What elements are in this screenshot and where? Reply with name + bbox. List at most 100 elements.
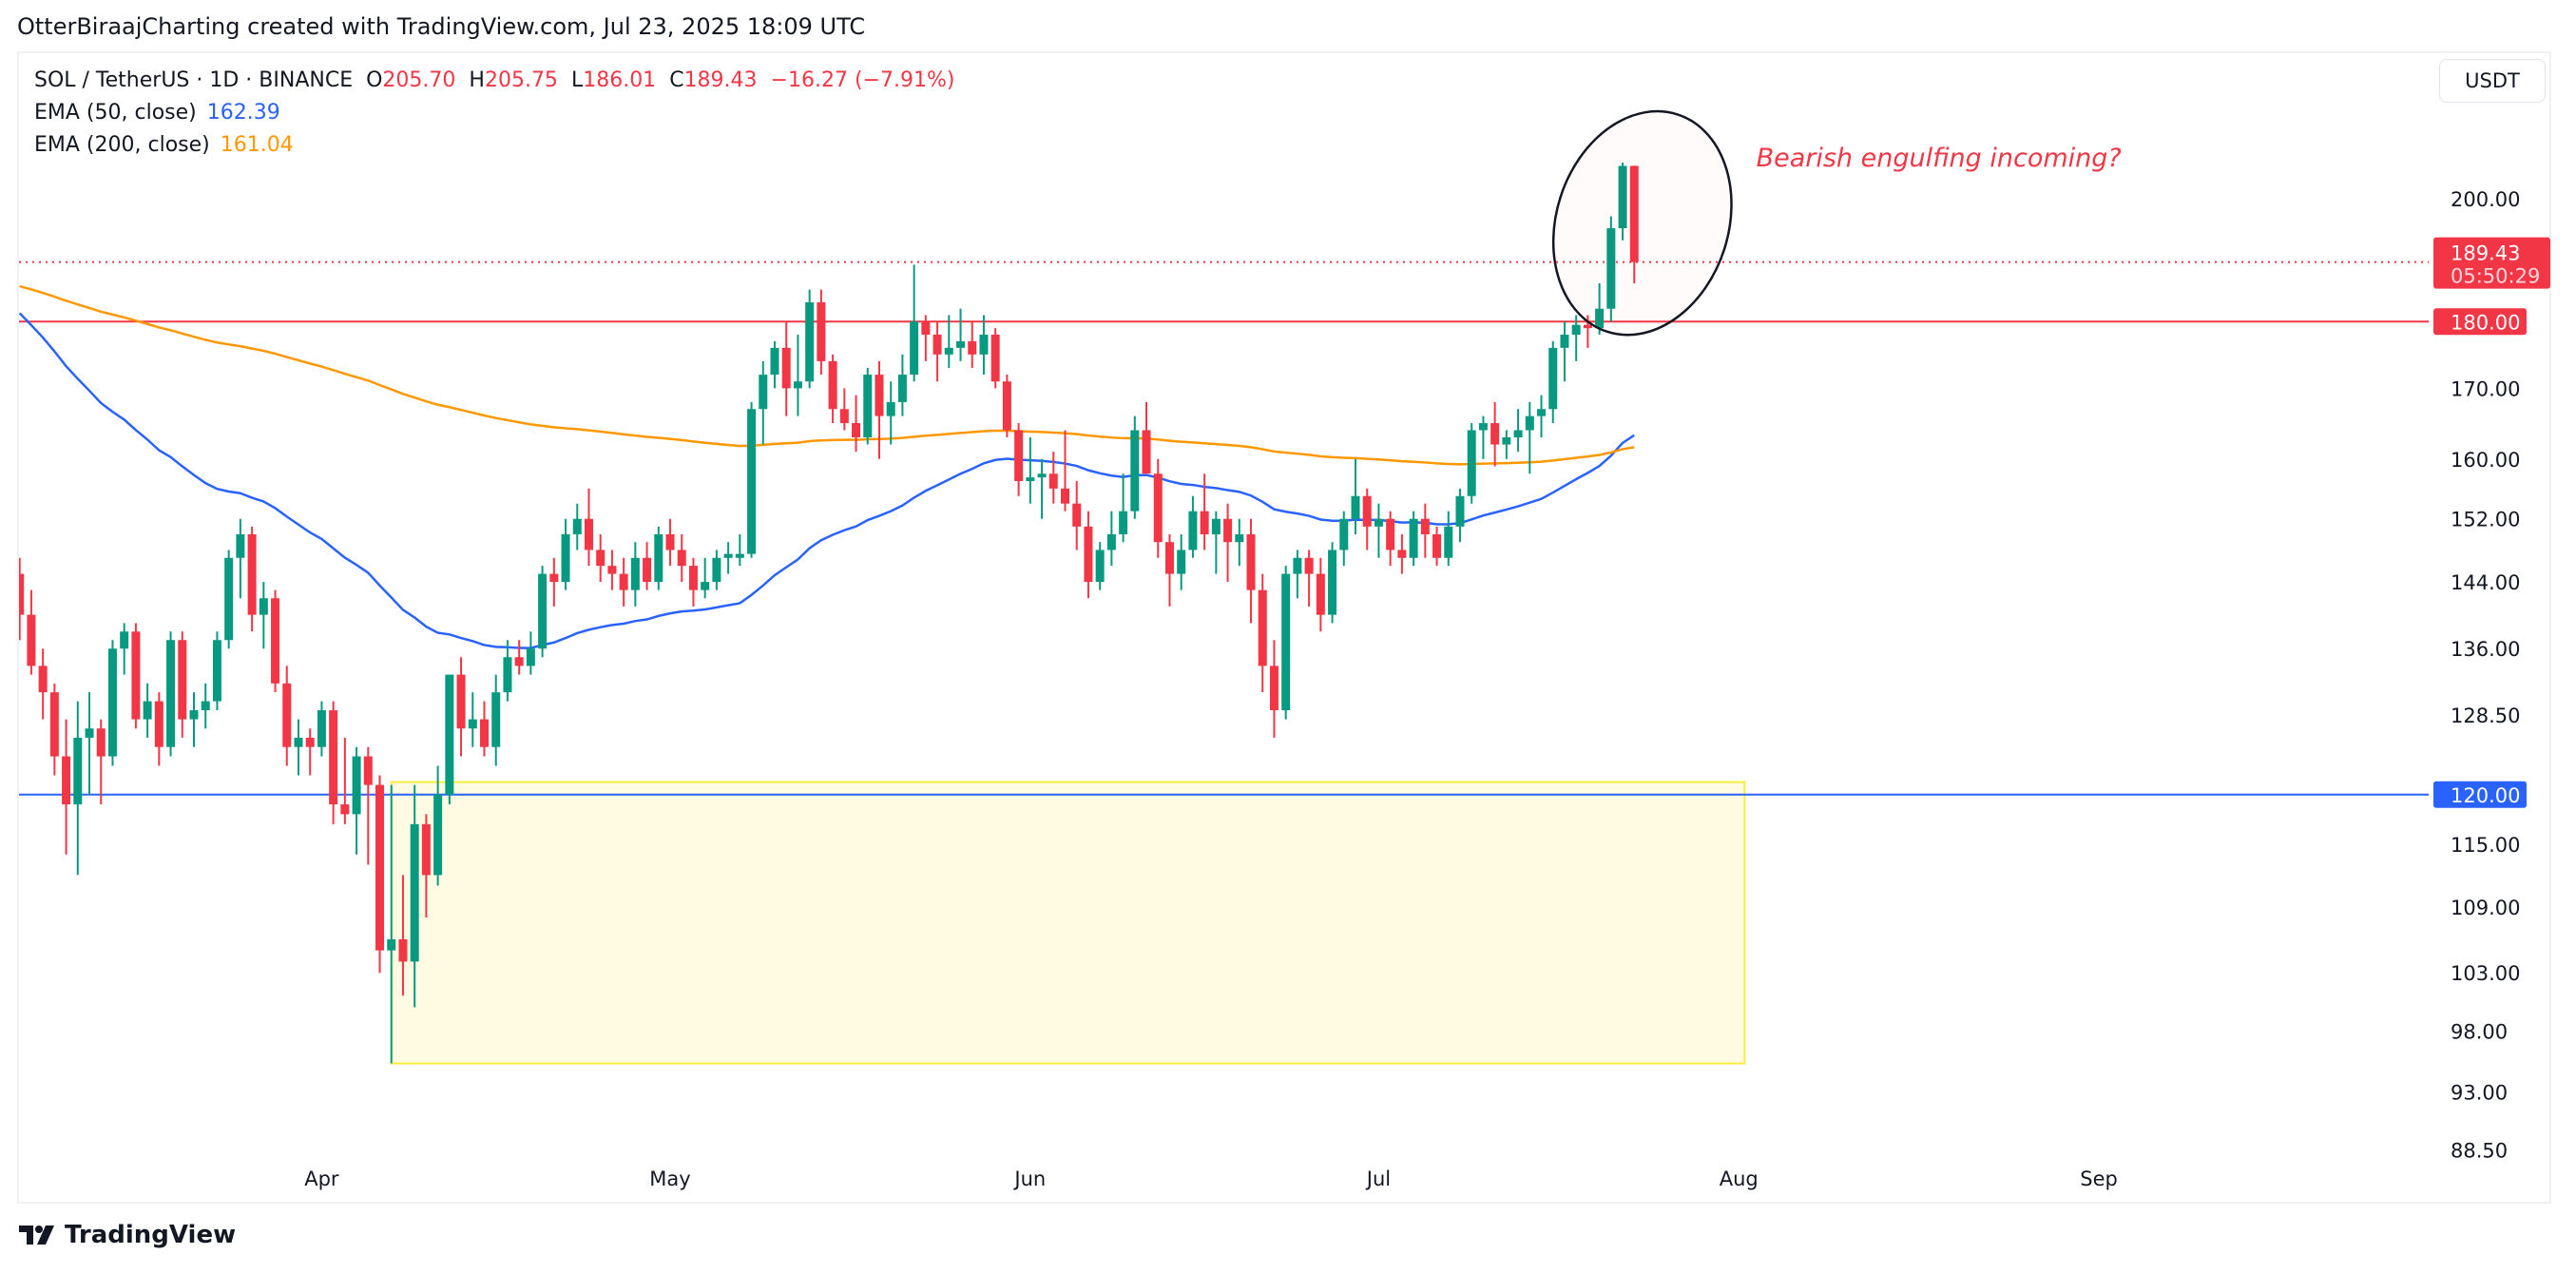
candle-body bbox=[305, 737, 315, 747]
candle-body bbox=[1304, 557, 1314, 574]
candle-body bbox=[735, 553, 744, 558]
candle-122 bbox=[1432, 526, 1442, 567]
symbol-title[interactable]: SOL / TetherUS · 1D · BINANCE bbox=[34, 68, 354, 92]
candle-body bbox=[1432, 533, 1442, 558]
candle-38 bbox=[456, 657, 466, 757]
candle-11 bbox=[143, 683, 152, 738]
candle-33 bbox=[398, 875, 408, 996]
candle-3 bbox=[49, 683, 59, 776]
candle-body bbox=[1061, 488, 1069, 504]
candle-body bbox=[979, 334, 989, 355]
candle-117 bbox=[1374, 503, 1383, 558]
candle-body bbox=[1095, 550, 1105, 583]
currency-button[interactable]: USDT bbox=[2439, 59, 2546, 103]
candle-49 bbox=[584, 488, 593, 567]
candle-body bbox=[688, 566, 698, 590]
candle-26 bbox=[317, 701, 326, 757]
candle-body bbox=[665, 533, 675, 550]
candle-body bbox=[1106, 533, 1116, 550]
candle-47 bbox=[561, 518, 570, 590]
candle-111 bbox=[1304, 550, 1314, 607]
candle-body bbox=[236, 533, 245, 558]
candle-body bbox=[630, 557, 640, 590]
ema50-label: EMA (50, close) bbox=[34, 101, 197, 125]
candle-129 bbox=[1513, 409, 1523, 453]
candle-8 bbox=[107, 640, 117, 766]
candle-body bbox=[793, 381, 802, 389]
candle-body bbox=[1223, 518, 1233, 543]
candle-67 bbox=[793, 334, 802, 416]
candle-body bbox=[677, 550, 686, 567]
candle-32 bbox=[387, 784, 396, 1064]
time-tick-Apr: Apr bbox=[304, 1168, 339, 1190]
price-tick: 98.00 bbox=[2451, 1020, 2508, 1043]
low-label: L bbox=[570, 68, 584, 92]
candle-body bbox=[387, 938, 396, 951]
candle-7 bbox=[96, 719, 106, 805]
close-value: 189.43 bbox=[683, 68, 758, 92]
candle-body bbox=[1177, 550, 1186, 574]
candle-body bbox=[596, 550, 606, 567]
candle-body bbox=[538, 573, 548, 649]
candle-body bbox=[1362, 495, 1372, 527]
candle-body bbox=[1048, 473, 1058, 489]
candle-body bbox=[27, 614, 36, 666]
candle-36 bbox=[433, 765, 443, 886]
candle-body bbox=[1560, 334, 1569, 348]
candle-94 bbox=[1106, 511, 1116, 567]
candle-5 bbox=[73, 701, 83, 876]
candle-139 bbox=[1629, 165, 1639, 283]
candle-103 bbox=[1211, 511, 1221, 574]
candle-127 bbox=[1490, 401, 1500, 467]
candle-body bbox=[607, 566, 617, 574]
candle-body bbox=[561, 533, 570, 583]
price-tick: 109.00 bbox=[2451, 897, 2520, 919]
time-tick-Sep: Sep bbox=[2080, 1168, 2118, 1190]
price-tick: 152.00 bbox=[2451, 509, 2520, 531]
candle-body bbox=[1444, 526, 1453, 558]
candle-92 bbox=[1084, 511, 1093, 599]
candle-body bbox=[73, 737, 83, 805]
candle-body bbox=[363, 756, 373, 785]
candle-39 bbox=[468, 692, 477, 747]
tradingview-logo[interactable]: TradingView bbox=[19, 1221, 236, 1249]
price-axis[interactable]: 200.00 170.00 160.00 152.00 144.00 136.00 128.… bbox=[2433, 188, 2550, 1162]
candle-104 bbox=[1223, 503, 1233, 583]
ema200-row[interactable]: EMA (200, close) 161.04 bbox=[34, 129, 954, 162]
change-value: −16.27 (−7.91%) bbox=[770, 68, 955, 92]
candle-9 bbox=[120, 623, 129, 675]
candle-98 bbox=[1153, 458, 1163, 558]
candle-body bbox=[526, 648, 535, 666]
ema200-label: EMA (200, close) bbox=[34, 133, 210, 157]
time-axis[interactable]: Apr May Jun Jul Aug Sep bbox=[304, 1168, 2118, 1190]
candle-14 bbox=[178, 631, 187, 738]
candle-71 bbox=[839, 388, 849, 431]
candle-130 bbox=[1525, 401, 1534, 474]
candle-body bbox=[352, 756, 361, 815]
countdown-label: 05:50:29 bbox=[2451, 265, 2540, 288]
candle-35 bbox=[421, 814, 431, 918]
candle-body bbox=[480, 719, 489, 747]
ema50-row[interactable]: EMA (50, close) 162.39 bbox=[34, 97, 954, 129]
candle-body bbox=[433, 794, 443, 876]
chart-pane[interactable] bbox=[17, 51, 2551, 1204]
candle-19 bbox=[236, 518, 245, 599]
candle-body bbox=[1188, 511, 1198, 550]
candle-body bbox=[1502, 437, 1511, 445]
candle-body bbox=[96, 728, 106, 757]
support-zone bbox=[390, 781, 1746, 1065]
candle-body bbox=[1037, 473, 1047, 478]
last-price-badge bbox=[2433, 237, 2550, 289]
candle-body bbox=[701, 582, 710, 590]
candle-44 bbox=[526, 631, 535, 675]
candle-body bbox=[38, 666, 48, 693]
candle-body bbox=[897, 375, 907, 402]
candle-42 bbox=[503, 640, 512, 702]
candle-body bbox=[340, 804, 350, 815]
candle-91 bbox=[1072, 481, 1082, 550]
candle-body bbox=[910, 321, 919, 376]
candle-body bbox=[839, 409, 849, 424]
candle-body bbox=[1316, 573, 1325, 615]
ohlc-row: SOL / TetherUS · 1D · BINANCE O205.70 H2… bbox=[34, 65, 954, 97]
